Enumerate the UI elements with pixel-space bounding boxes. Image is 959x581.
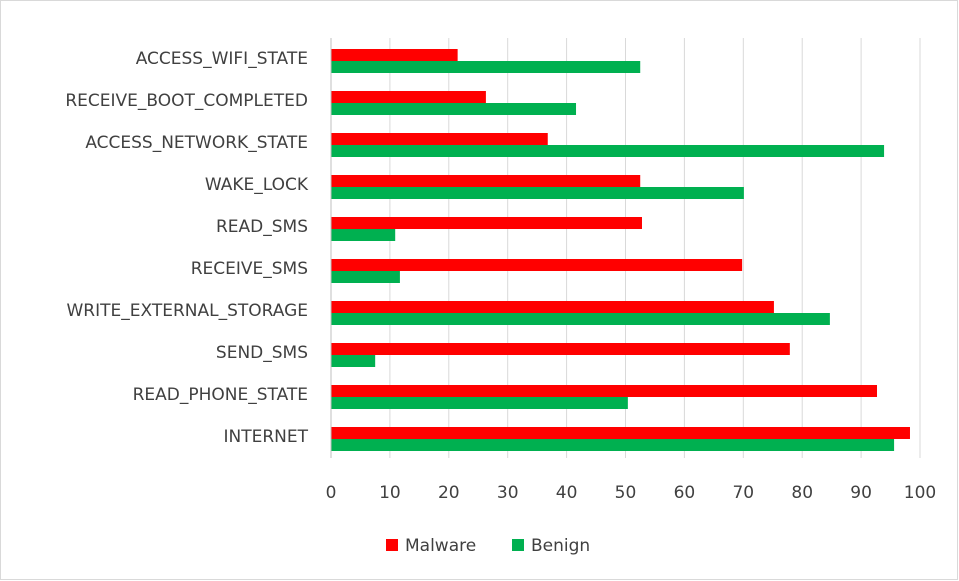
bar [331, 145, 885, 157]
bar [331, 313, 830, 325]
bar [331, 103, 577, 115]
legend-label: Malware [405, 536, 476, 556]
x-tick-label: 60 [674, 483, 696, 503]
legend-label: Benign [531, 536, 590, 556]
bar [331, 187, 744, 199]
x-tick-label: 0 [326, 483, 337, 503]
bar [331, 355, 376, 367]
bar [331, 61, 641, 73]
bar [331, 439, 895, 451]
bar [331, 133, 548, 145]
y-tick-label: SEND_SMS [216, 343, 308, 363]
x-tick-label: 40 [556, 483, 578, 503]
bar [331, 175, 641, 187]
bar [331, 343, 790, 355]
bar [331, 301, 774, 313]
bar [331, 91, 486, 103]
bar [331, 49, 458, 61]
bar [331, 259, 743, 271]
bar [331, 229, 396, 241]
x-tick-label: 90 [850, 483, 872, 503]
x-tick-label: 100 [904, 483, 936, 503]
y-tick-label: READ_SMS [216, 217, 308, 237]
x-tick-label: 10 [379, 483, 401, 503]
x-tick-label: 20 [438, 483, 460, 503]
bar [331, 271, 400, 283]
y-tick-label: RECEIVE_BOOT_COMPLETED [65, 91, 308, 111]
legend-swatch [512, 539, 524, 551]
bar [331, 397, 628, 409]
y-tick-label: INTERNET [223, 427, 308, 447]
x-tick-label: 50 [615, 483, 637, 503]
x-tick-label: 30 [497, 483, 519, 503]
y-tick-label: READ_PHONE_STATE [133, 385, 308, 405]
bar [331, 427, 910, 439]
y-tick-label: WRITE_EXTERNAL_STORAGE [66, 301, 308, 321]
bar [331, 217, 642, 229]
y-tick-label: ACCESS_NETWORK_STATE [85, 133, 308, 153]
x-tick-label: 80 [791, 483, 813, 503]
x-tick-label: 70 [732, 483, 754, 503]
y-tick-label: WAKE_LOCK [205, 175, 309, 195]
bar [331, 385, 878, 397]
y-tick-label: ACCESS_WIFI_STATE [136, 49, 308, 69]
y-tick-label: RECEIVE_SMS [191, 259, 308, 279]
legend-swatch [386, 539, 398, 551]
